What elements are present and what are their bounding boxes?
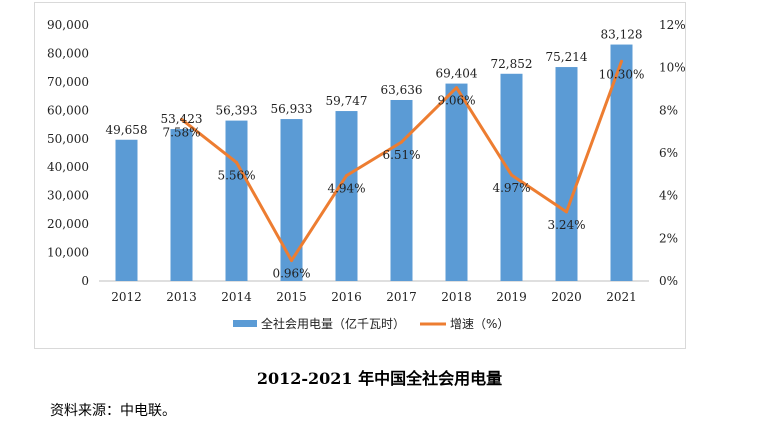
bar — [500, 73, 523, 281]
y-left-tick-label: 10,000 — [47, 246, 89, 260]
y-left-tick-label: 80,000 — [47, 46, 89, 60]
x-tick-label: 2016 — [331, 290, 362, 304]
x-tick-label: 2014 — [221, 290, 252, 304]
legend-bar-swatch — [233, 320, 257, 327]
growth-point — [620, 59, 623, 63]
growth-data-label: 3.24% — [547, 218, 585, 232]
growth-data-label: 6.51% — [382, 148, 420, 162]
growth-point — [345, 174, 348, 178]
growth-point — [510, 173, 513, 177]
growth-point — [235, 160, 238, 164]
bar-data-label: 63,636 — [381, 83, 423, 97]
bar — [390, 99, 413, 281]
y-left-tick-label: 90,000 — [47, 18, 89, 32]
y-left-tick-label: 50,000 — [47, 132, 89, 146]
growth-point — [565, 210, 568, 214]
bar-data-label: 83,128 — [601, 28, 643, 42]
y-right-tick-label: 6% — [659, 146, 678, 160]
y-left-tick-label: 30,000 — [47, 189, 89, 203]
bar-data-label: 59,747 — [326, 94, 368, 108]
x-tick-label: 2017 — [386, 290, 417, 304]
growth-data-label: 9.06% — [437, 94, 475, 108]
y-left-tick-label: 0 — [81, 274, 89, 288]
growth-data-label: 7.58% — [162, 125, 200, 139]
source-note: 资料来源：中电联。 — [50, 403, 176, 419]
y-left-tick-label: 70,000 — [47, 75, 89, 89]
bar-data-label: 72,852 — [491, 57, 533, 71]
x-tick-label: 2020 — [551, 290, 582, 304]
legend-bar-label: 全社会用电量（亿千瓦时） — [261, 316, 405, 331]
bar — [115, 139, 138, 281]
y-left-tick-label: 60,000 — [47, 103, 89, 117]
growth-point — [400, 140, 403, 144]
bar-data-label: 53,423 — [161, 112, 203, 126]
growth-point — [290, 259, 293, 263]
x-tick-label: 2021 — [606, 290, 637, 304]
chart-frame: 0 10,000 20,000 30,000 40,000 50,000 60,000 70,… — [34, 2, 686, 349]
y-right-tick-label: 12% — [659, 18, 686, 32]
bar-data-label: 75,214 — [546, 50, 588, 64]
y-right-tick-label: 8% — [659, 103, 678, 117]
bar — [170, 129, 193, 281]
bar — [610, 44, 633, 281]
y-right-tick-label: 10% — [659, 61, 686, 75]
y-left-tick-label: 20,000 — [47, 217, 89, 231]
bar — [280, 119, 303, 281]
growth-data-label: 10.30% — [599, 67, 645, 81]
bar — [225, 120, 248, 281]
bar-data-label: 56,933 — [271, 102, 313, 116]
chart-caption: 2012-2021 年中国全社会用电量 — [256, 369, 503, 388]
y-right-tick-label: 2% — [659, 231, 678, 245]
x-tick-label: 2015 — [276, 290, 307, 304]
x-tick-label: 2018 — [441, 290, 472, 304]
growth-data-label: 0.96% — [272, 267, 310, 281]
chart: 0 10,000 20,000 30,000 40,000 50,000 60,000 70,… — [47, 18, 686, 331]
bar-data-label: 69,404 — [436, 67, 478, 81]
bar-data-label: 56,393 — [216, 104, 258, 118]
y-right-tick-label: 4% — [659, 189, 678, 203]
y-left-tick-label: 40,000 — [47, 160, 89, 174]
bar — [335, 111, 358, 281]
growth-data-label: 4.97% — [492, 181, 530, 195]
growth-point — [455, 86, 458, 90]
bar — [555, 67, 578, 281]
growth-point — [180, 117, 183, 121]
growth-data-label: 4.94% — [327, 182, 365, 196]
bar-data-label: 49,658 — [106, 123, 148, 137]
growth-data-label: 5.56% — [217, 168, 255, 182]
y-right-tick-label: 0% — [659, 274, 678, 288]
x-tick-label: 2012 — [111, 290, 142, 304]
legend-line-label: 增速（%） — [450, 317, 509, 331]
bar — [445, 83, 468, 282]
x-tick-label: 2019 — [496, 290, 527, 304]
x-tick-label: 2013 — [166, 290, 197, 304]
